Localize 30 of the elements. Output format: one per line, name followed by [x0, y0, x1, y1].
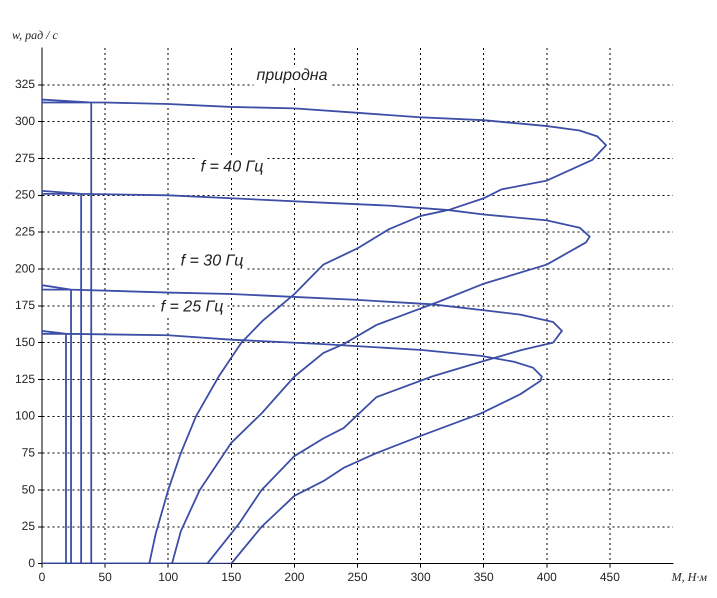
y-tick-label: 175: [14, 298, 36, 312]
y-tick-label: 225: [14, 224, 36, 238]
x-tick-label: 350: [474, 570, 494, 584]
x-tick-label: 300: [410, 570, 431, 584]
series-label: f = 40 Гц: [200, 158, 264, 176]
x-tick-label: 400: [536, 570, 558, 584]
y-tick-label: 100: [14, 408, 36, 423]
x-tick-label: 250: [347, 570, 368, 584]
y-tick-label: 150: [14, 334, 36, 349]
y-tick-label: 125: [14, 372, 36, 386]
y-tick-label: 50: [22, 482, 36, 496]
x-tick-label: 450: [600, 570, 620, 584]
x-tick-label: 50: [98, 570, 112, 584]
y-axis-title: w, рад / с: [12, 28, 59, 42]
series-label: f = 30 Гц: [180, 252, 244, 270]
x-tick-label: 150: [221, 570, 242, 584]
series-label: f = 25 Гц: [160, 298, 224, 316]
y-tick-label: 75: [22, 445, 36, 460]
x-axis-title: M, Н·м: [670, 570, 708, 584]
y-tick-label: 325: [14, 77, 36, 92]
x-tick-label: 0: [38, 570, 46, 584]
y-tick-label: 250: [14, 188, 36, 202]
y-tick-label: 200: [14, 261, 36, 276]
x-tick-label: 200: [284, 570, 305, 584]
y-tick-label: 300: [14, 114, 36, 128]
series-label: природна: [256, 67, 328, 84]
y-tick-label: 25: [22, 519, 36, 534]
y-tick-label: 0: [28, 556, 36, 570]
x-tick-label: 100: [158, 570, 179, 584]
y-tick-label: 275: [14, 150, 36, 165]
